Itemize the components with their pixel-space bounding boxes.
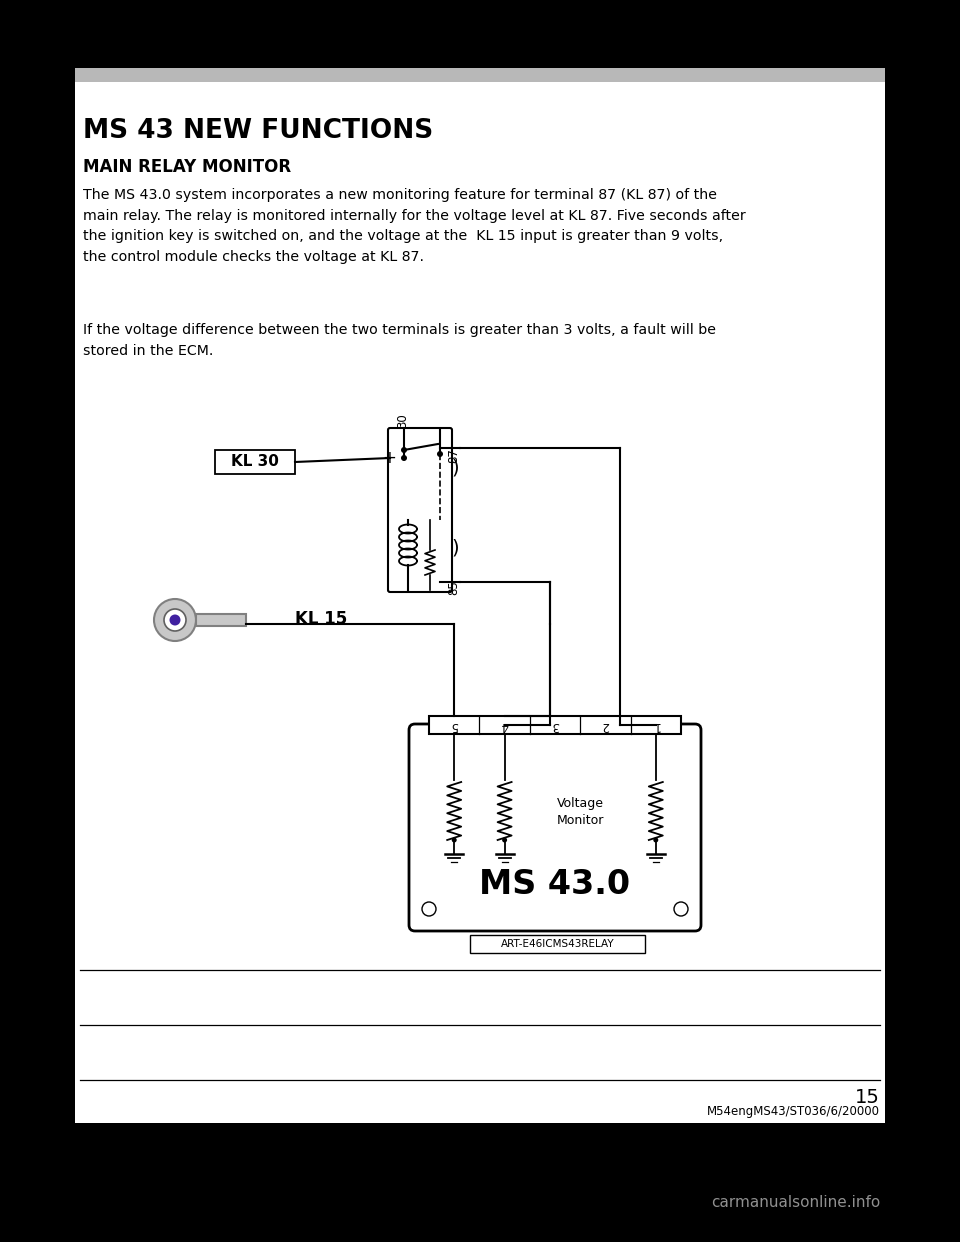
Text: 2: 2 — [602, 719, 610, 732]
Text: 5: 5 — [450, 719, 458, 732]
FancyBboxPatch shape — [388, 428, 452, 592]
Bar — [75, 68, 885, 82]
Text: 15: 15 — [855, 1088, 880, 1107]
Text: Voltage
Monitor: Voltage Monitor — [557, 797, 604, 827]
Text: MS 43.0: MS 43.0 — [479, 868, 631, 902]
Bar — [470, 935, 645, 953]
Bar — [215, 450, 295, 474]
Text: +: + — [382, 450, 396, 467]
Circle shape — [437, 451, 443, 457]
Text: KL 15: KL 15 — [295, 610, 348, 628]
Circle shape — [170, 615, 180, 626]
FancyBboxPatch shape — [409, 724, 701, 932]
Circle shape — [654, 837, 659, 842]
Circle shape — [452, 837, 457, 842]
Text: ): ) — [451, 539, 459, 558]
Circle shape — [164, 609, 186, 631]
Text: 1: 1 — [652, 719, 660, 732]
Circle shape — [401, 447, 407, 453]
Circle shape — [154, 599, 196, 641]
Text: MS 43 NEW FUNCTIONS: MS 43 NEW FUNCTIONS — [83, 118, 433, 144]
Text: KL 30: KL 30 — [231, 455, 279, 469]
Text: 87: 87 — [447, 448, 461, 463]
Text: 30: 30 — [396, 414, 410, 428]
Bar — [196, 614, 246, 626]
Bar — [429, 715, 681, 734]
Circle shape — [674, 902, 688, 917]
Text: ): ) — [451, 458, 459, 477]
Text: 3: 3 — [551, 719, 559, 732]
Text: M54engMS43/ST036/6/20000: M54engMS43/ST036/6/20000 — [707, 1105, 880, 1118]
Text: 4: 4 — [501, 719, 509, 732]
Bar — [75, 68, 885, 1123]
Text: MAIN RELAY MONITOR: MAIN RELAY MONITOR — [83, 158, 291, 176]
Text: The MS 43.0 system incorporates a new monitoring feature for terminal 87 (KL 87): The MS 43.0 system incorporates a new mo… — [83, 188, 746, 263]
Circle shape — [401, 455, 407, 461]
Text: carmanualsonline.info: carmanualsonline.info — [710, 1195, 880, 1210]
Circle shape — [422, 902, 436, 917]
Circle shape — [502, 837, 507, 842]
Text: ART-E46ICMS43RELAY: ART-E46ICMS43RELAY — [501, 939, 614, 949]
Text: If the voltage difference between the two terminals is greater than 3 volts, a f: If the voltage difference between the tw… — [83, 323, 716, 358]
Text: 85: 85 — [447, 580, 461, 595]
